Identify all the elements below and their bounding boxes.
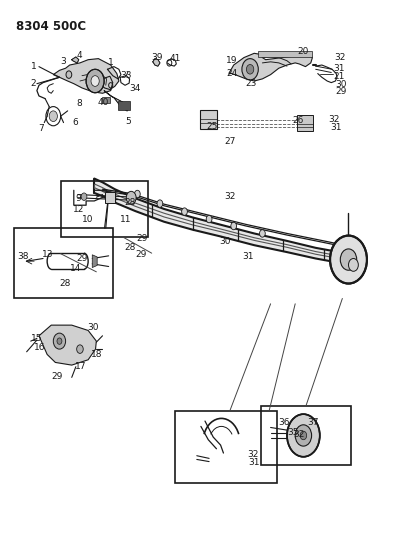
Text: 11: 11 xyxy=(119,215,131,223)
Text: 28: 28 xyxy=(124,198,135,207)
Text: 1: 1 xyxy=(31,62,36,70)
Text: 26: 26 xyxy=(291,117,303,125)
Text: 12: 12 xyxy=(73,205,84,214)
Text: 8: 8 xyxy=(76,100,82,108)
Polygon shape xyxy=(53,59,119,93)
Text: 24: 24 xyxy=(225,69,237,77)
Text: 10: 10 xyxy=(82,215,94,223)
Text: 33: 33 xyxy=(120,71,131,80)
Text: 32: 32 xyxy=(223,192,235,200)
Text: 8304 500C: 8304 500C xyxy=(16,20,85,33)
Text: 28: 28 xyxy=(59,279,71,287)
Circle shape xyxy=(259,230,265,237)
Circle shape xyxy=(286,414,319,457)
Text: 3: 3 xyxy=(61,58,66,66)
Circle shape xyxy=(81,193,87,200)
Circle shape xyxy=(134,190,140,198)
Circle shape xyxy=(181,208,187,215)
Text: 16: 16 xyxy=(34,343,46,352)
Circle shape xyxy=(246,64,253,74)
Text: 19: 19 xyxy=(225,56,237,64)
Circle shape xyxy=(126,191,136,204)
Text: 7: 7 xyxy=(38,125,44,133)
Circle shape xyxy=(76,345,83,353)
Bar xyxy=(175,411,276,483)
Circle shape xyxy=(241,59,258,80)
Text: 1: 1 xyxy=(108,59,113,67)
Circle shape xyxy=(91,76,99,86)
Text: 31: 31 xyxy=(330,124,341,132)
Text: 30: 30 xyxy=(334,80,346,88)
Text: 20: 20 xyxy=(297,47,308,55)
Text: 21: 21 xyxy=(332,72,344,80)
Text: 31: 31 xyxy=(333,64,344,72)
Text: 30: 30 xyxy=(219,238,231,246)
Circle shape xyxy=(348,259,357,271)
Text: 9: 9 xyxy=(76,194,81,203)
Text: 2: 2 xyxy=(31,79,36,88)
Text: 6: 6 xyxy=(72,118,78,127)
Text: 29: 29 xyxy=(334,87,346,96)
Text: 38: 38 xyxy=(18,252,29,261)
Polygon shape xyxy=(72,57,79,63)
Text: 29: 29 xyxy=(136,234,148,243)
Text: 36: 36 xyxy=(278,418,289,427)
Text: 29: 29 xyxy=(135,251,147,259)
Text: 32: 32 xyxy=(333,53,344,61)
Bar xyxy=(102,97,110,103)
Text: 32: 32 xyxy=(328,116,339,124)
Bar xyxy=(297,115,312,131)
Text: 4: 4 xyxy=(76,52,82,60)
Circle shape xyxy=(206,215,211,223)
Text: 31: 31 xyxy=(241,252,253,261)
Text: 13: 13 xyxy=(42,250,53,259)
Text: 35: 35 xyxy=(286,428,298,437)
Text: 39: 39 xyxy=(151,53,162,61)
Text: 32: 32 xyxy=(292,430,303,439)
Text: 40: 40 xyxy=(97,98,109,107)
Circle shape xyxy=(66,71,72,78)
Polygon shape xyxy=(228,53,312,81)
Circle shape xyxy=(49,111,57,122)
Polygon shape xyxy=(39,325,96,365)
Text: 41: 41 xyxy=(169,54,181,62)
Polygon shape xyxy=(104,91,129,111)
Polygon shape xyxy=(153,59,160,66)
Text: 27: 27 xyxy=(224,138,235,146)
Circle shape xyxy=(86,69,104,93)
Circle shape xyxy=(57,338,62,344)
Bar xyxy=(258,51,311,57)
Text: 17: 17 xyxy=(74,362,86,370)
Text: 30: 30 xyxy=(88,324,99,332)
Text: 34: 34 xyxy=(128,84,140,93)
Circle shape xyxy=(230,222,236,230)
Circle shape xyxy=(299,431,306,440)
Text: 29: 29 xyxy=(51,372,63,381)
Text: 5: 5 xyxy=(125,117,130,126)
Text: 28: 28 xyxy=(124,243,135,252)
Text: 29: 29 xyxy=(76,254,88,263)
Text: 25: 25 xyxy=(206,123,218,131)
Bar xyxy=(104,192,115,203)
Circle shape xyxy=(339,249,356,270)
Text: 31: 31 xyxy=(247,458,259,466)
Polygon shape xyxy=(92,255,97,268)
Text: 18: 18 xyxy=(91,350,102,359)
Circle shape xyxy=(53,333,65,349)
Circle shape xyxy=(157,200,162,207)
Bar xyxy=(261,406,350,465)
Text: 37: 37 xyxy=(306,418,318,426)
Text: 15: 15 xyxy=(31,334,43,343)
Bar xyxy=(13,228,112,298)
Bar xyxy=(200,110,217,129)
Text: 32: 32 xyxy=(247,450,258,458)
Circle shape xyxy=(329,236,366,284)
Circle shape xyxy=(294,425,311,446)
Bar xyxy=(61,181,147,237)
Text: 23: 23 xyxy=(245,79,256,88)
Text: 14: 14 xyxy=(70,264,81,273)
Bar xyxy=(118,101,130,110)
Polygon shape xyxy=(94,179,348,265)
